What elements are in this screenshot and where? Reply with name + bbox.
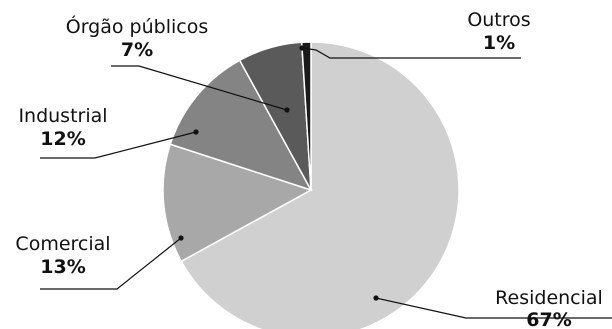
leader-line-industrial — [40, 131, 197, 159]
leader-line-outros — [301, 47, 521, 59]
label-name-residencial: Residencial — [495, 287, 603, 309]
pie-slice-residencial — [180, 41, 460, 329]
pie-slices — [162, 41, 460, 329]
leader-line-orgao-publicos — [111, 65, 288, 111]
label-pct-comercial: 13% — [40, 256, 85, 278]
pie-slice-comercial — [162, 143, 313, 263]
label-name-industrial: Industrial — [18, 105, 107, 127]
label-pct-orgao-publicos: 7% — [121, 39, 153, 61]
leader-dot-outros — [299, 45, 305, 51]
leader-dot-comercial — [178, 235, 184, 241]
leader-dot-orgao-publicos — [284, 107, 290, 113]
label-pct-industrial: 12% — [40, 128, 85, 150]
pie-slice-outros — [300, 41, 312, 191]
label-name-orgao-publicos: Órgão públicos — [66, 14, 209, 38]
label-pct-outros: 1% — [483, 32, 515, 54]
leader-line-comercial — [40, 237, 182, 290]
label-name-comercial: Comercial — [15, 233, 110, 255]
leader-line-residencial — [375, 297, 612, 319]
leader-lines — [40, 45, 612, 319]
leader-dot-industrial — [193, 129, 199, 135]
label-name-outros: Outros — [467, 9, 530, 31]
leader-dot-residencial — [373, 295, 379, 301]
label-pct-residencial: 67% — [526, 309, 571, 329]
